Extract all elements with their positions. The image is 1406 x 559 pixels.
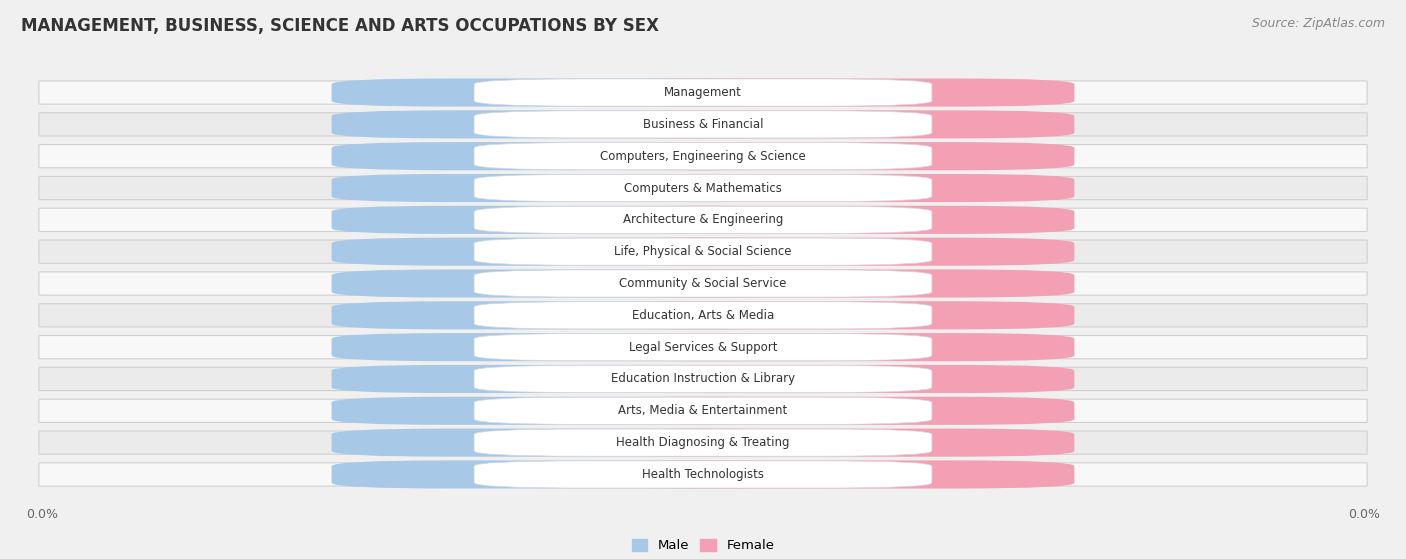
FancyBboxPatch shape (332, 238, 824, 266)
FancyBboxPatch shape (474, 270, 932, 297)
Text: 0.0%: 0.0% (825, 247, 856, 257)
FancyBboxPatch shape (332, 461, 824, 489)
FancyBboxPatch shape (39, 304, 1367, 327)
Text: 0.0%: 0.0% (825, 470, 856, 480)
FancyBboxPatch shape (582, 461, 1074, 489)
Text: Architecture & Engineering: Architecture & Engineering (623, 214, 783, 226)
FancyBboxPatch shape (582, 110, 1074, 139)
FancyBboxPatch shape (474, 366, 932, 392)
Legend: Male, Female: Male, Female (626, 534, 780, 557)
FancyBboxPatch shape (582, 206, 1074, 234)
FancyBboxPatch shape (39, 367, 1367, 391)
Text: 0.0%: 0.0% (550, 215, 581, 225)
Text: 0.0%: 0.0% (550, 406, 581, 416)
Text: 0.0%: 0.0% (550, 247, 581, 257)
Text: 0.0%: 0.0% (550, 470, 581, 480)
Text: 0.0%: 0.0% (825, 183, 856, 193)
FancyBboxPatch shape (39, 145, 1367, 168)
FancyBboxPatch shape (39, 209, 1367, 231)
FancyBboxPatch shape (39, 431, 1367, 454)
FancyBboxPatch shape (582, 174, 1074, 202)
Text: Business & Financial: Business & Financial (643, 118, 763, 131)
Text: 0.0%: 0.0% (825, 374, 856, 384)
Text: 0.0%: 0.0% (550, 374, 581, 384)
FancyBboxPatch shape (332, 333, 824, 361)
Text: 0.0%: 0.0% (825, 120, 856, 129)
FancyBboxPatch shape (474, 461, 932, 488)
FancyBboxPatch shape (474, 238, 932, 265)
FancyBboxPatch shape (39, 335, 1367, 359)
Text: 0.0%: 0.0% (550, 278, 581, 288)
Text: 0.0%: 0.0% (550, 88, 581, 97)
Text: 0.0%: 0.0% (825, 342, 856, 352)
FancyBboxPatch shape (582, 269, 1074, 297)
FancyBboxPatch shape (332, 365, 824, 393)
Text: 0.0%: 0.0% (550, 120, 581, 129)
Text: MANAGEMENT, BUSINESS, SCIENCE AND ARTS OCCUPATIONS BY SEX: MANAGEMENT, BUSINESS, SCIENCE AND ARTS O… (21, 17, 659, 35)
Text: Arts, Media & Entertainment: Arts, Media & Entertainment (619, 404, 787, 418)
FancyBboxPatch shape (39, 113, 1367, 136)
FancyBboxPatch shape (474, 397, 932, 424)
FancyBboxPatch shape (332, 78, 824, 107)
FancyBboxPatch shape (582, 78, 1074, 107)
Text: Computers, Engineering & Science: Computers, Engineering & Science (600, 150, 806, 163)
Text: Community & Social Service: Community & Social Service (619, 277, 787, 290)
Text: 0.0%: 0.0% (825, 278, 856, 288)
Text: Education, Arts & Media: Education, Arts & Media (631, 309, 775, 322)
Text: 0.0%: 0.0% (825, 151, 856, 161)
FancyBboxPatch shape (474, 174, 932, 202)
Text: Health Diagnosing & Treating: Health Diagnosing & Treating (616, 436, 790, 449)
FancyBboxPatch shape (582, 333, 1074, 361)
Text: Life, Physical & Social Science: Life, Physical & Social Science (614, 245, 792, 258)
Text: Health Technologists: Health Technologists (643, 468, 763, 481)
Text: Legal Services & Support: Legal Services & Support (628, 340, 778, 354)
FancyBboxPatch shape (332, 110, 824, 139)
FancyBboxPatch shape (39, 240, 1367, 263)
FancyBboxPatch shape (474, 111, 932, 138)
FancyBboxPatch shape (39, 81, 1367, 104)
Text: 0.0%: 0.0% (550, 342, 581, 352)
FancyBboxPatch shape (39, 463, 1367, 486)
Text: 0.0%: 0.0% (825, 88, 856, 97)
FancyBboxPatch shape (474, 143, 932, 170)
Text: 0.0%: 0.0% (825, 406, 856, 416)
Text: 0.0%: 0.0% (550, 438, 581, 448)
FancyBboxPatch shape (332, 397, 824, 425)
Text: 0.0%: 0.0% (550, 151, 581, 161)
FancyBboxPatch shape (332, 174, 824, 202)
Text: Education Instruction & Library: Education Instruction & Library (612, 372, 794, 386)
FancyBboxPatch shape (332, 269, 824, 297)
FancyBboxPatch shape (582, 429, 1074, 457)
Text: 0.0%: 0.0% (550, 183, 581, 193)
FancyBboxPatch shape (474, 206, 932, 234)
Text: 0.0%: 0.0% (825, 215, 856, 225)
FancyBboxPatch shape (39, 272, 1367, 295)
Text: Computers & Mathematics: Computers & Mathematics (624, 182, 782, 195)
FancyBboxPatch shape (582, 397, 1074, 425)
Text: Management: Management (664, 86, 742, 99)
Text: 0.0%: 0.0% (825, 310, 856, 320)
FancyBboxPatch shape (39, 399, 1367, 423)
FancyBboxPatch shape (39, 177, 1367, 200)
FancyBboxPatch shape (474, 334, 932, 361)
FancyBboxPatch shape (332, 429, 824, 457)
Text: 0.0%: 0.0% (825, 438, 856, 448)
FancyBboxPatch shape (582, 238, 1074, 266)
FancyBboxPatch shape (474, 79, 932, 106)
Text: 0.0%: 0.0% (550, 310, 581, 320)
FancyBboxPatch shape (582, 301, 1074, 329)
FancyBboxPatch shape (332, 301, 824, 329)
FancyBboxPatch shape (582, 365, 1074, 393)
FancyBboxPatch shape (332, 206, 824, 234)
FancyBboxPatch shape (474, 429, 932, 456)
FancyBboxPatch shape (582, 142, 1074, 170)
FancyBboxPatch shape (332, 142, 824, 170)
FancyBboxPatch shape (474, 302, 932, 329)
Text: Source: ZipAtlas.com: Source: ZipAtlas.com (1251, 17, 1385, 30)
